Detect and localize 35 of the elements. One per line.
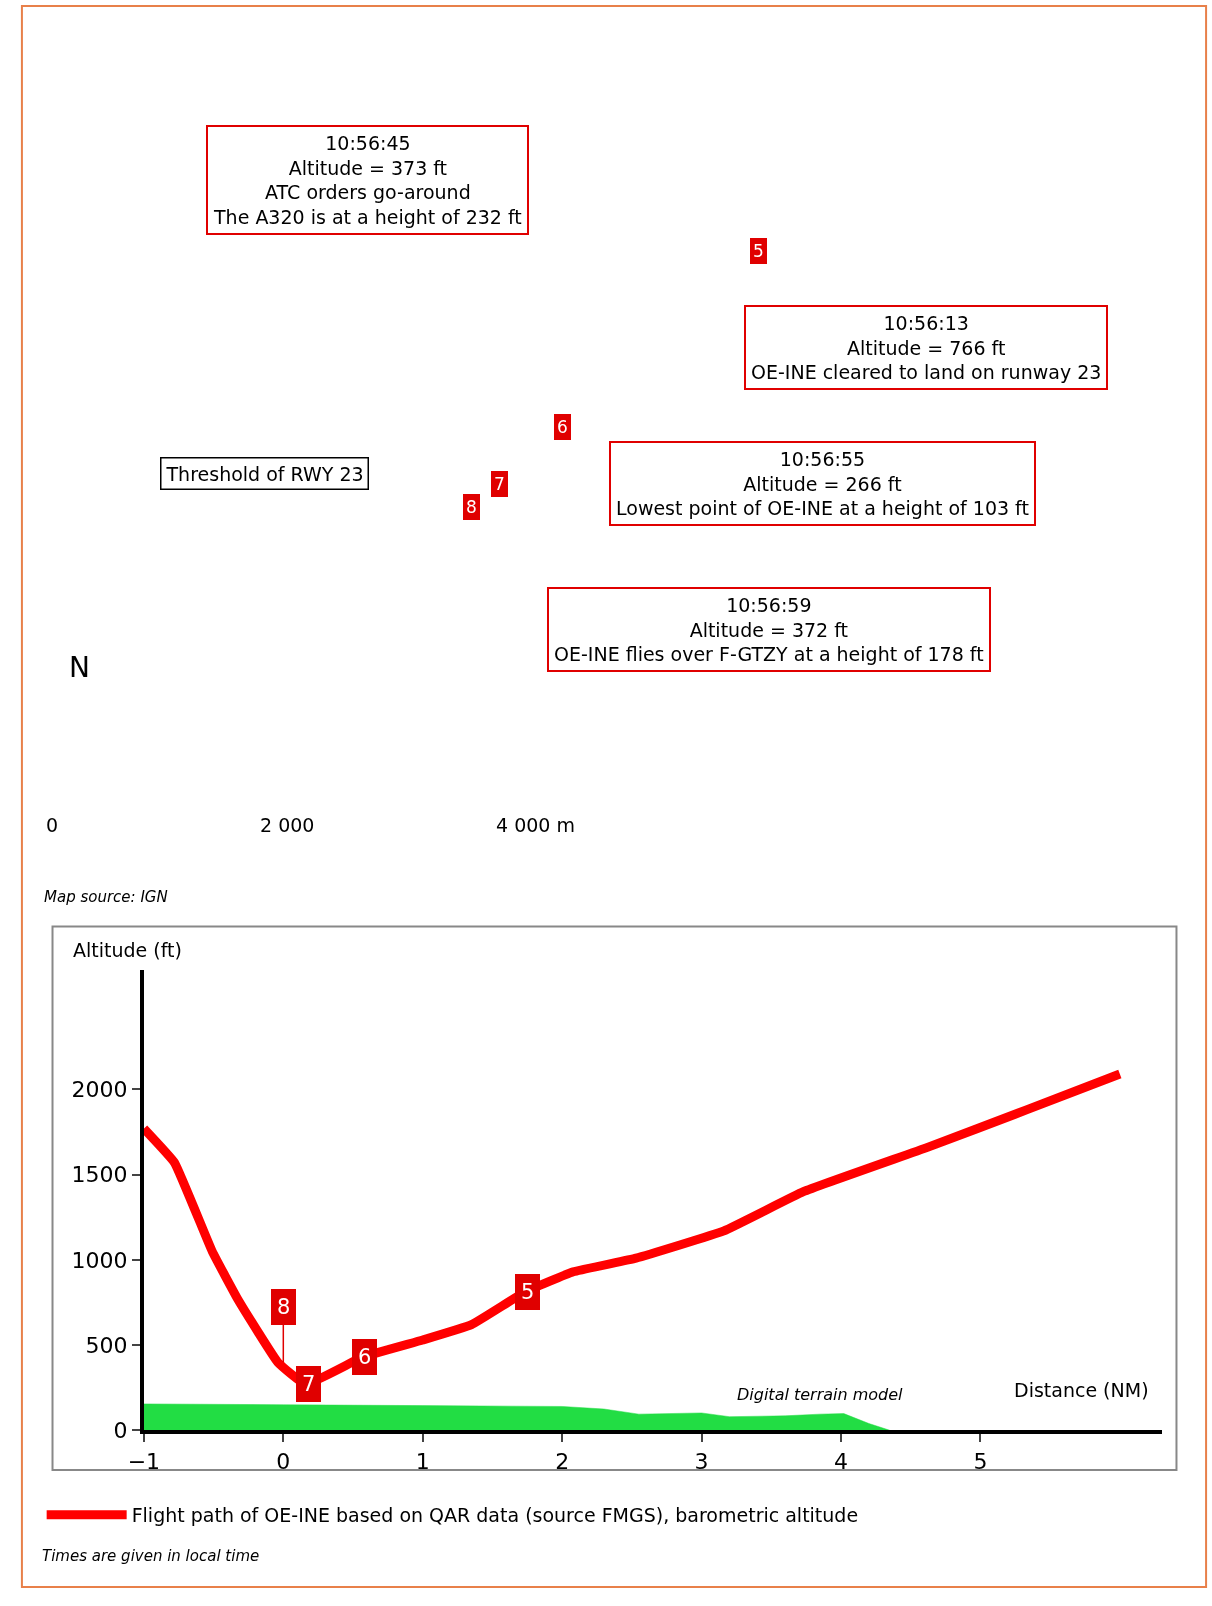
text: 10:56:45 Altitude = 373 ft ATC orders go-around The A320 is at a height of 232 ft [213,132,522,229]
x-tick-label: 5 [973,1448,988,1474]
x-tick-label: −1 [127,1448,161,1474]
text: N [69,651,90,684]
series-label: Digital terrain model [737,1385,904,1404]
legend-label: Flight path of OE-INE based on QAR data (source FMGS), barometric altitude [131,1504,859,1527]
text: 8 [466,497,477,517]
annotation: 8 [277,1295,291,1319]
text: 2 000 [260,814,315,836]
x-tick-label: 3 [694,1448,709,1474]
y-axis-title: Altitude (ft) [73,939,182,961]
y-tick-label: 1500 [71,1162,128,1188]
y-tick-label: 500 [85,1332,128,1358]
text: 10:56:55 Altitude = 266 ft Lowest point of OE-INE at a height of 103 ft [616,448,1029,520]
x-tick-label: 2 [555,1448,570,1474]
x-tick-label: 0 [276,1448,291,1474]
y-tick-label: 0 [113,1418,128,1444]
text: 7 [494,474,505,494]
annotation: 7 [302,1372,316,1396]
text: 10:56:59 Altitude = 372 ft OE-INE flies over F-GTZY at a height of 178 ft [554,594,984,666]
text: 6 [557,417,568,437]
annotation: 6 [358,1345,372,1369]
text: Map source: IGN [44,888,168,906]
y-tick-label: 2000 [71,1077,128,1103]
text: 0 [46,814,59,836]
x-axis-title: Distance (NM) [1014,1379,1149,1401]
text: Threshold of RWY 23 [165,462,364,485]
x-tick-label: 4 [834,1448,848,1474]
text: 10:56:13 Altitude = 766 ft OE-INE cleared to land on runway 23 [751,312,1102,384]
text: 4 000 m [496,814,575,836]
text: Times are given in local time [42,1547,260,1565]
text: 5 [753,241,764,261]
annotation: 5 [521,1280,535,1304]
y-tick-label: 1000 [71,1247,128,1273]
x-tick-label: 1 [415,1448,430,1474]
